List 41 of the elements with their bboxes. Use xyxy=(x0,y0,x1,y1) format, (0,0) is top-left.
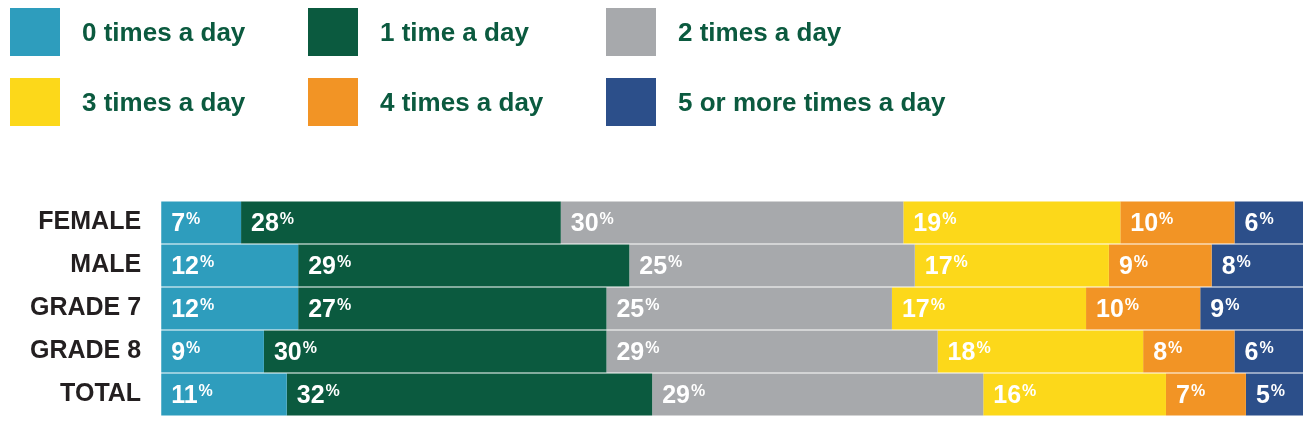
data-label: 7% xyxy=(1175,380,1206,409)
legend-label: 2 times a day xyxy=(678,16,842,48)
data-label: 8% xyxy=(1153,337,1183,366)
data-label: 28% xyxy=(251,208,295,237)
data-label: 17% xyxy=(924,251,968,280)
data-label: 17% xyxy=(901,294,945,323)
data-label: 10% xyxy=(1096,294,1140,323)
legend-label: 3 times a day xyxy=(82,86,246,118)
data-label: 7% xyxy=(171,208,201,237)
data-label: 27% xyxy=(308,294,352,323)
data-label: 8% xyxy=(1221,251,1251,280)
data-label: 6% xyxy=(1244,337,1274,366)
y-tick-label: MALE xyxy=(70,249,142,278)
data-label: 16% xyxy=(993,380,1037,409)
data-label: 30% xyxy=(273,337,317,366)
y-tick-label: GRADE 8 xyxy=(29,335,142,364)
data-label: 11% xyxy=(171,380,213,409)
data-label: 29% xyxy=(308,251,352,280)
data-label: 9% xyxy=(1210,294,1240,323)
data-label: 9% xyxy=(1118,251,1149,280)
legend-label: 4 times a day xyxy=(380,86,544,118)
legend-label: 0 times a day xyxy=(82,16,246,48)
data-label: 18% xyxy=(947,337,991,366)
data-label: 6% xyxy=(1244,208,1274,237)
data-label: 19% xyxy=(913,208,957,237)
data-label: 25% xyxy=(639,251,683,280)
data-label: 30% xyxy=(570,208,614,237)
legend-label: 5 or more times a day xyxy=(678,86,946,118)
data-label: 25% xyxy=(616,294,660,323)
data-label: 12% xyxy=(171,294,215,323)
legend-label: 1 time a day xyxy=(380,16,529,48)
data-label: 29% xyxy=(616,337,660,366)
data-label: 32% xyxy=(296,380,340,409)
data-label: 9% xyxy=(171,337,201,366)
data-label: 12% xyxy=(171,251,215,280)
y-tick-label: TOTAL xyxy=(60,378,142,407)
y-tick-label: FEMALE xyxy=(38,206,142,235)
data-label: 10% xyxy=(1130,208,1174,237)
data-label: 29% xyxy=(662,380,706,409)
y-tick-label: GRADE 7 xyxy=(29,292,142,321)
data-label: 5% xyxy=(1255,380,1286,409)
